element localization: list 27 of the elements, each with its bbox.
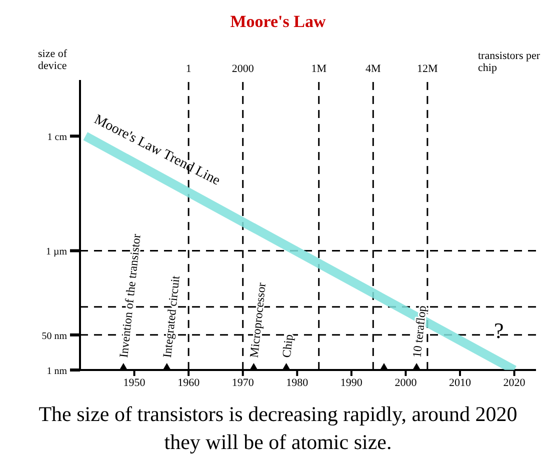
text: 12M bbox=[417, 63, 438, 75]
text: 1 nm bbox=[46, 366, 68, 377]
text: 2000 bbox=[232, 63, 254, 75]
annotation: Chip bbox=[279, 334, 296, 358]
text: transistors per chip bbox=[478, 50, 542, 74]
x-tick-label: 2000 bbox=[394, 376, 418, 389]
x-tick-label: 1980 bbox=[286, 376, 309, 389]
text: The size of transistors is decreasing rapidly, around 2020 they will be of atomic size. bbox=[38, 401, 518, 456]
annotation: Integrated circuit bbox=[160, 274, 183, 358]
x-tick-label: 2020 bbox=[503, 376, 526, 389]
annotation: 10 teraflop bbox=[410, 304, 430, 358]
text: 1 bbox=[186, 63, 192, 75]
text: 1 µm bbox=[46, 246, 68, 258]
annotation: ? bbox=[494, 318, 504, 344]
x-tick-label: 1970 bbox=[232, 376, 254, 389]
annotation: Invention of the transistor bbox=[116, 233, 144, 358]
text: 1M bbox=[311, 63, 327, 75]
x-tick-label: 1990 bbox=[340, 376, 363, 389]
x-tick-label: 2010 bbox=[449, 376, 472, 389]
chart-title: Moore's Law bbox=[229, 11, 327, 33]
x-tick-label: 1950 bbox=[123, 376, 146, 389]
annotation: Microprocessor bbox=[246, 282, 269, 358]
x-tick-label: 1960 bbox=[178, 376, 200, 389]
text: 1 cm bbox=[47, 132, 68, 144]
text: 50 nm bbox=[42, 330, 68, 342]
text: 4M bbox=[366, 63, 381, 75]
text: size of device bbox=[38, 48, 68, 72]
